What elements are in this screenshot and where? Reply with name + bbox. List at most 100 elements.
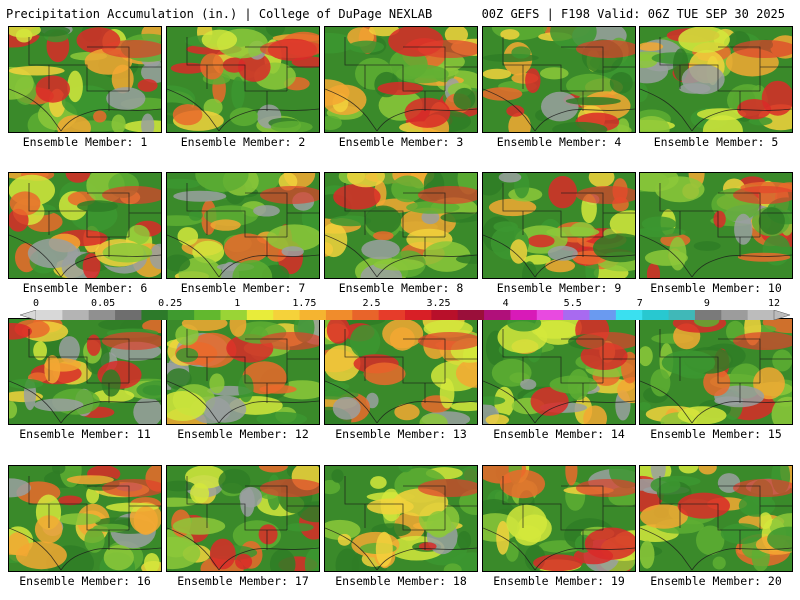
precip-field [9, 173, 161, 278]
ensemble-member-label: Ensemble Member: 10 [650, 281, 782, 295]
ensemble-map-panel [639, 172, 793, 279]
ensemble-map-panel [166, 172, 320, 279]
ensemble-member-label: Ensemble Member: 6 [22, 281, 148, 295]
scale-swatch [378, 310, 406, 320]
ensemble-member-label: Ensemble Member: 11 [19, 427, 151, 441]
scale-max-arrow [773, 310, 790, 320]
ensemble-map-panel [639, 465, 793, 572]
scale-tick-label: 7 [636, 298, 643, 309]
ensemble-map-panel [8, 465, 162, 572]
scale-swatch [246, 310, 274, 320]
scale-tick-label: 3.25 [426, 298, 451, 309]
scale-swatch [167, 310, 195, 320]
color-bar [20, 310, 790, 320]
precip-field [325, 319, 477, 424]
ensemble-member-label: Ensemble Member: 12 [177, 427, 309, 441]
scale-swatch [694, 310, 722, 320]
precip-field [325, 173, 477, 278]
ensemble-member-label: Ensemble Member: 2 [180, 135, 306, 149]
precip-field [483, 466, 635, 571]
scale-swatch [721, 310, 749, 320]
scale-swatch [431, 310, 459, 320]
scale-swatch [220, 310, 248, 320]
precip-field [9, 466, 161, 571]
precip-field [483, 27, 635, 132]
ensemble-map-panel [482, 318, 636, 425]
ensemble-member-label: Ensemble Member: 15 [650, 427, 782, 441]
scale-swatch [536, 310, 564, 320]
precip-field [9, 27, 161, 132]
scale-swatch [194, 310, 221, 320]
ensemble-member-label: Ensemble Member: 13 [335, 427, 467, 441]
scale-min-arrow [20, 310, 37, 320]
color-scale-legend: 0 0.05 0.25 1 1.75 2.5 3.25 4 5.5 7 9 12 [20, 298, 790, 320]
precip-field [640, 466, 792, 571]
scale-tick-label: 1.75 [292, 298, 317, 309]
scale-swatch [141, 310, 169, 320]
scale-tick-label: 1 [234, 298, 241, 309]
ensemble-map-panel [166, 465, 320, 572]
scale-swatch [510, 310, 538, 320]
ensemble-map-panel [324, 26, 478, 133]
scale-swatch [115, 310, 142, 320]
ensemble-map-panel [166, 26, 320, 133]
ensemble-member-label: Ensemble Member: 8 [338, 281, 464, 295]
precip-field [167, 319, 319, 424]
ensemble-map-panel [482, 172, 636, 279]
scale-tick-label: 12 [767, 298, 781, 309]
scale-swatch [642, 310, 670, 320]
ensemble-member-label: Ensemble Member: 7 [180, 281, 306, 295]
ensemble-map-panel [8, 26, 162, 133]
scale-tick-label: 9 [703, 298, 710, 309]
precip-field [325, 466, 477, 571]
ensemble-member-label: Ensemble Member: 9 [496, 281, 622, 295]
ensemble-member-label: Ensemble Member: 20 [650, 574, 782, 588]
precip-field [483, 319, 635, 424]
precip-field [167, 466, 319, 571]
scale-swatch [484, 310, 511, 320]
scale-tick-label: 4 [502, 298, 509, 309]
scale-swatch [88, 310, 116, 320]
scale-swatch [589, 310, 617, 320]
ensemble-member-label: Ensemble Member: 3 [338, 135, 464, 149]
ensemble-map-panel [324, 318, 478, 425]
scale-tick-label: 2.5 [362, 298, 381, 309]
precip-field [640, 27, 792, 132]
ensemble-map-panel [8, 318, 162, 425]
precip-field [167, 27, 319, 132]
ensemble-member-label: Ensemble Member: 14 [493, 427, 625, 441]
scale-tick-label: 0.05 [91, 298, 116, 309]
scale-swatch [563, 310, 590, 320]
scale-swatch [405, 310, 432, 320]
precip-field [483, 173, 635, 278]
scale-swatch [36, 310, 63, 320]
scale-swatch [299, 310, 327, 320]
scale-swatch [273, 310, 301, 320]
map-title: Precipitation Accumulation (in.) | Colle… [6, 7, 433, 21]
precip-field [640, 173, 792, 278]
precip-field [640, 319, 792, 424]
scale-tick-label: 0 [32, 298, 40, 309]
scale-tick-label: 5.5 [563, 298, 582, 309]
precip-field [325, 27, 477, 132]
ensemble-map-panel [166, 318, 320, 425]
ensemble-map-panel [482, 465, 636, 572]
scale-swatch [352, 310, 380, 320]
scale-tick-label: 0.25 [158, 298, 183, 309]
scale-swatch [615, 310, 643, 320]
ensemble-member-label: Ensemble Member: 16 [19, 574, 151, 588]
ensemble-member-label: Ensemble Member: 1 [22, 135, 148, 149]
scale-swatch [457, 310, 485, 320]
ensemble-member-label: Ensemble Member: 19 [493, 574, 625, 588]
ensemble-map-panel [639, 318, 793, 425]
scale-swatch [668, 310, 696, 320]
scale-swatch [62, 310, 90, 320]
precip-field [167, 173, 319, 278]
scale-swatch [325, 310, 353, 320]
run-valid-time: 00Z GEFS | F198 Valid: 06Z TUE SEP 30 20… [481, 7, 785, 21]
ensemble-map-panel [8, 172, 162, 279]
ensemble-member-label: Ensemble Member: 18 [335, 574, 467, 588]
ensemble-member-label: Ensemble Member: 4 [496, 135, 622, 149]
ensemble-map-panel [482, 26, 636, 133]
ensemble-map-panel [639, 26, 793, 133]
